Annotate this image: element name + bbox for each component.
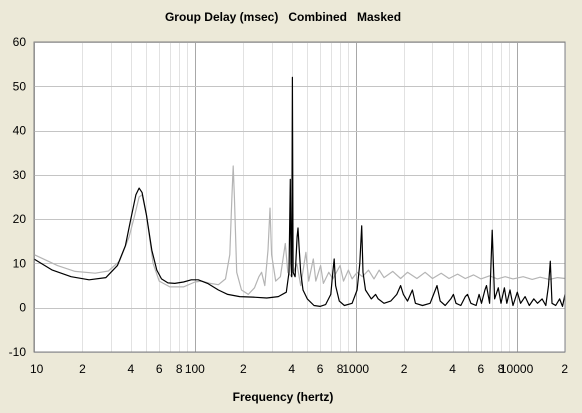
x-tick-label: 4: [288, 362, 295, 376]
y-tick-label: 40: [13, 124, 27, 138]
group-delay-series-line: [33, 76, 566, 307]
x-tick-label: 1000: [342, 362, 369, 376]
x-tick-label: 6: [478, 362, 485, 376]
x-tick-label: 6: [156, 362, 163, 376]
y-tick-label: 60: [13, 35, 27, 49]
x-tick-label: 2: [79, 362, 86, 376]
x-tick-label: 10: [30, 362, 44, 376]
y-tick-label: 30: [13, 168, 27, 182]
x-tick-label: 10000: [500, 362, 534, 376]
plot-border: [33, 41, 566, 353]
x-axis-label: Frequency (hertz): [233, 390, 334, 404]
y-tick-labels: -10 0 10 20 30 40 50 60: [9, 35, 27, 359]
x-tick-label: 8: [498, 362, 505, 376]
plot-area: [34, 42, 565, 352]
y-tick-label: 10: [13, 256, 27, 270]
x-tick-label: 6: [317, 362, 324, 376]
series-lines: [33, 76, 566, 307]
y-tick-label: 0: [19, 301, 26, 315]
x-tick-label: 4: [449, 362, 456, 376]
x-tick-label: 100: [185, 362, 205, 376]
x-tick-label: 2: [561, 362, 568, 376]
x-tick-label: 2: [401, 362, 408, 376]
x-tick-label: 4: [128, 362, 135, 376]
group-delay-series-line: [33, 165, 566, 295]
x-tick-label: 8: [176, 362, 183, 376]
y-tick-label: 50: [13, 79, 27, 93]
x-tick-label: 2: [240, 362, 247, 376]
x-tick-label: 8: [337, 362, 344, 376]
y-tick-label: 20: [13, 212, 27, 226]
y-tick-label: -10: [9, 345, 27, 359]
chart-title: Group Delay (msec) Combined Masked: [165, 10, 401, 24]
